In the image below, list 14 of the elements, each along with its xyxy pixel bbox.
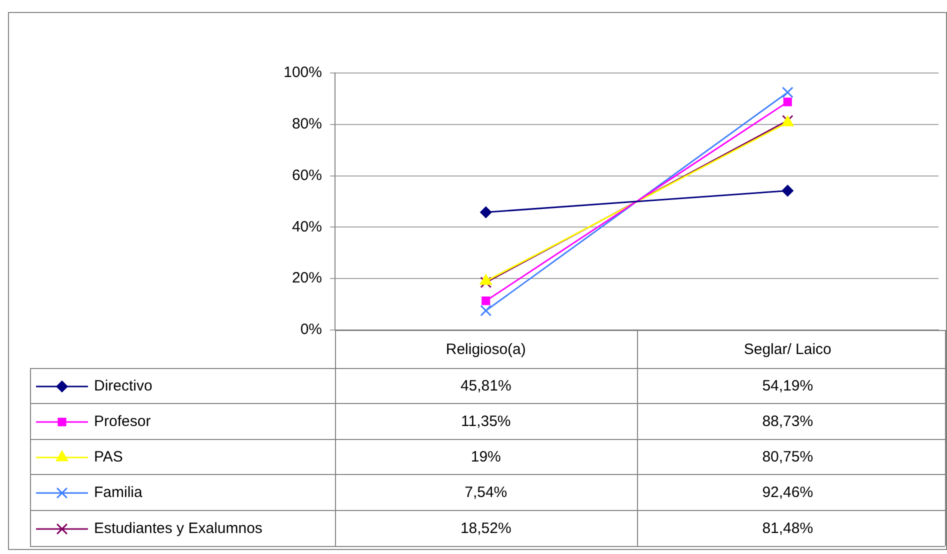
point (480, 206, 492, 218)
x-tick-label: Religioso(a) (446, 341, 526, 358)
point (482, 296, 490, 306)
point (783, 98, 792, 106)
y-tick-label: 20% (292, 270, 322, 287)
y-tick-label: 0% (300, 321, 322, 338)
y-tick-label: 80% (292, 116, 322, 133)
point (480, 304, 492, 316)
y-tick-label: 40% (292, 218, 322, 236)
y-tick-label: 60% (292, 166, 322, 184)
x-tick-label: Seglar/ Laico (744, 341, 832, 358)
y-tick-label: 100% (284, 64, 322, 82)
point (782, 184, 794, 196)
point (782, 86, 794, 98)
